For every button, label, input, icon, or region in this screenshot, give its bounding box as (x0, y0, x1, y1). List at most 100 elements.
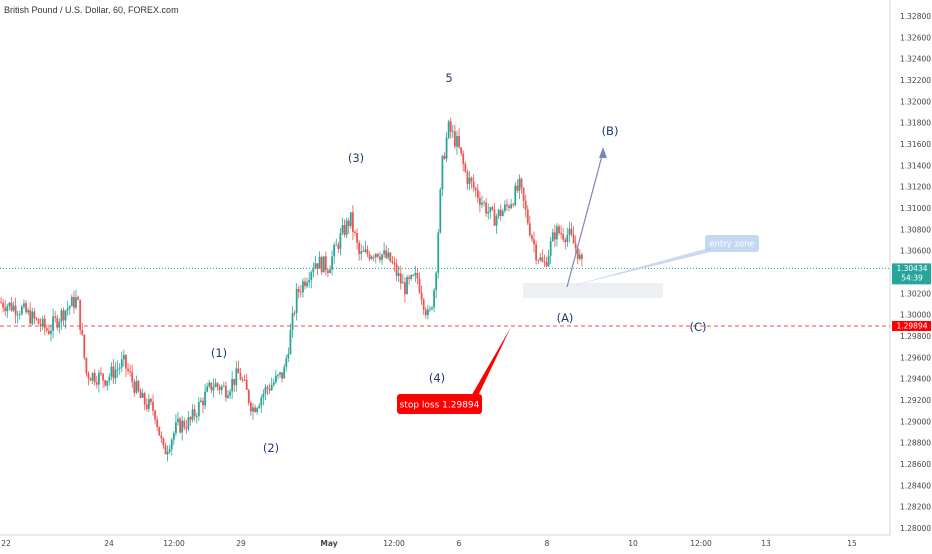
candle-body (331, 256, 333, 270)
candle-body (156, 419, 159, 427)
candle-body (204, 391, 206, 406)
candle-body (481, 202, 483, 205)
candle-body (551, 232, 554, 242)
candle-body (441, 155, 444, 190)
current-price-value: 1.30434 (896, 264, 927, 273)
candle-body (466, 171, 469, 185)
candle-body (258, 405, 261, 409)
candle-body (514, 185, 517, 205)
entry-zone-callout[interactable] (705, 235, 759, 252)
candle-body (172, 433, 175, 440)
stop-loss-label: stop loss 1.29894 (400, 401, 480, 411)
current-price-tag (892, 263, 931, 285)
candle-body (391, 261, 394, 263)
candle-body (95, 382, 98, 385)
candle-body (304, 281, 306, 287)
candle-body (581, 254, 583, 259)
candle-body (135, 381, 138, 393)
candle-body (114, 369, 117, 379)
candle-body (108, 376, 111, 381)
candle-body (374, 253, 377, 258)
candle-body (451, 131, 454, 133)
candle-body (524, 200, 527, 210)
candle-body (562, 234, 565, 240)
candle-body (543, 261, 546, 263)
candle-body (166, 451, 169, 455)
price-tick-label: 1.28200 (900, 503, 931, 512)
candle-body (489, 207, 492, 212)
candle-body (385, 250, 388, 258)
candle-body (341, 225, 344, 234)
candle-body (435, 272, 438, 291)
price-tick-label: 1.28600 (900, 460, 931, 469)
candle-body (497, 209, 500, 217)
candle-body (512, 204, 515, 206)
time-tick-label: May (320, 539, 337, 548)
time-tick-label: 12:00 (383, 539, 405, 548)
time-axis[interactable]: 22 24 12:00 29 May 12:00 6 8 10 12:00 13 15 (1, 539, 857, 548)
candle-body (295, 288, 298, 314)
projection-arrow-head (599, 147, 607, 158)
candle-body (533, 239, 535, 245)
candle-body (150, 399, 152, 403)
candle-body (56, 317, 59, 328)
candle-body (54, 316, 57, 318)
candle-body (218, 386, 221, 391)
candle-body (131, 372, 134, 382)
candle-body (576, 248, 579, 259)
candle-body (118, 367, 121, 369)
candle-body (260, 397, 263, 406)
candle-body (333, 244, 336, 257)
candle-body (139, 390, 142, 398)
projection-arrow[interactable] (566, 151, 604, 288)
stop-loss-callout[interactable] (397, 394, 482, 414)
candle-body (347, 220, 350, 227)
candle-body (87, 373, 90, 379)
candle-body (289, 329, 292, 355)
candle-body (531, 235, 533, 240)
candle-body (560, 233, 562, 235)
price-tick-label: 1.30200 (900, 289, 931, 298)
candle-body (399, 273, 402, 284)
candle-body (335, 244, 338, 246)
candle-body (389, 252, 392, 262)
candle-body (43, 318, 46, 329)
candle-body (162, 438, 165, 446)
candle-body (279, 372, 281, 375)
price-tick-label: 1.29400 (900, 375, 931, 384)
candle-body (360, 251, 363, 254)
candle-body (320, 256, 323, 273)
candle-body (12, 305, 15, 311)
wave-2-label: (2) (263, 441, 279, 455)
price-tick-label: 1.29600 (900, 353, 931, 362)
candle-body (443, 155, 446, 159)
candle-body (508, 206, 510, 209)
candle-body (175, 422, 177, 434)
candle-body (462, 153, 465, 164)
candle-body (395, 264, 398, 276)
candle-body (539, 257, 542, 261)
candle-body (522, 187, 525, 201)
candle-body (37, 318, 40, 325)
candle-body (62, 310, 65, 321)
candle-body (312, 268, 315, 273)
candle-body (397, 273, 400, 276)
candle-body (299, 291, 302, 293)
entry-zone-box[interactable] (523, 283, 663, 298)
candle-body (164, 445, 167, 455)
candle-body (503, 204, 506, 211)
entry-zone-label: entry zone (709, 240, 754, 250)
candle-body (102, 373, 104, 381)
candle-body (329, 269, 331, 274)
candle-body (549, 241, 552, 256)
candle-body (16, 314, 19, 316)
candle-body (216, 383, 219, 387)
price-tick-label: 1.32600 (900, 33, 931, 42)
candle-body (370, 256, 373, 259)
time-tick-label: 10 (628, 539, 638, 548)
candle-body (60, 310, 63, 322)
candle-body (235, 368, 238, 386)
candle-body (339, 233, 342, 249)
price-tick-label: 1.30000 (900, 311, 931, 320)
